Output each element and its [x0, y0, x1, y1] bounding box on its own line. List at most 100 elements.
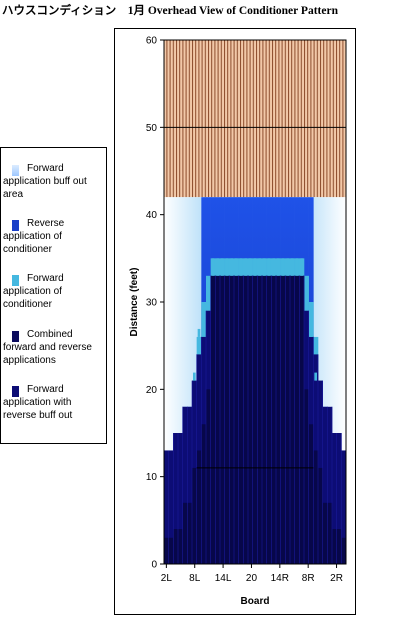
conditioner-end-dot	[235, 258, 238, 276]
combined-bar	[224, 275, 230, 564]
legend-item-forward-reverse-buff: Forward application with reverse buff ou…	[3, 383, 106, 422]
x-tick-label: 8L	[189, 573, 201, 584]
x-axis-label: Board	[241, 596, 270, 607]
combined-bar	[257, 275, 263, 564]
combined-bar	[168, 537, 174, 564]
legend-label-forward-buff: Forward application buff out area	[3, 163, 87, 200]
conditioner-end-dot	[216, 258, 219, 276]
conditioner-end-dot	[249, 258, 252, 276]
legend-item-reverse: Reverse application of conditioner	[3, 217, 106, 256]
y-tick-label: 20	[146, 385, 158, 396]
conditioner-end-dot	[239, 258, 243, 276]
combined-bar	[164, 537, 169, 564]
conditioner-end-dot	[263, 258, 266, 276]
conditioner-end-dot	[211, 258, 215, 276]
combined-bar	[262, 275, 267, 564]
legend-swatch-forward-buff	[11, 164, 20, 177]
forward-conditioner-sliver	[314, 372, 317, 381]
combined-bar	[229, 275, 235, 564]
forward-conditioner-sliver	[309, 328, 313, 337]
conditioner-end-dot	[253, 258, 257, 276]
y-tick-label: 30	[146, 298, 158, 309]
combined-bar	[252, 275, 258, 564]
combined-bar	[341, 537, 347, 564]
combined-bar	[336, 529, 342, 564]
combined-bar	[290, 275, 295, 564]
buffout-bar	[341, 450, 347, 564]
combined-bar	[187, 502, 193, 564]
combined-bar	[206, 389, 211, 564]
legend-label-combined: Combined forward and reverse application…	[3, 329, 92, 366]
buffout-bar	[336, 433, 342, 564]
combined-bar	[299, 275, 305, 564]
combined-bar	[220, 275, 225, 564]
combined-bar	[234, 275, 239, 564]
combined-bar	[192, 467, 197, 564]
chart-title: ハウスコンディション 1月 Overhead View of Condition…	[2, 5, 338, 17]
legend-swatch-combined	[11, 330, 20, 343]
conditioner-end-dot	[286, 258, 289, 276]
combined-bar	[215, 275, 221, 564]
conditioner-end-dot	[225, 258, 229, 276]
conditioner-end-dot	[281, 258, 285, 276]
buffout-bar	[327, 406, 333, 564]
legend-item-combined: Combined forward and reverse application…	[3, 328, 106, 367]
combined-bar	[313, 450, 319, 564]
combined-bar	[271, 275, 277, 564]
buffout-bar	[182, 406, 188, 564]
combined-bar	[318, 467, 323, 564]
buffout-bar	[178, 433, 183, 564]
combined-bar	[304, 389, 309, 564]
x-tick-label: 20	[246, 573, 258, 584]
conditioner-end-dot	[295, 258, 299, 276]
combined-bar	[178, 529, 183, 564]
buffout-bar	[168, 450, 174, 564]
buffout-bar	[187, 406, 193, 564]
buffout-bar	[173, 433, 179, 564]
forward-conditioner-sliver	[197, 328, 201, 337]
combined-bar	[182, 502, 188, 564]
conditioner-end-dot	[221, 258, 224, 276]
chart-legend: Forward application buff out area Revers…	[0, 147, 107, 444]
legend-swatch-forward-reverse-buff	[11, 385, 20, 398]
y-tick-label: 50	[146, 123, 158, 134]
forward-conditioner-sliver	[193, 372, 196, 381]
legend-label-forward-conditioner: Forward application of conditioner	[3, 273, 64, 310]
legend-label-reverse: Reverse application of conditioner	[3, 218, 65, 255]
buffout-bar	[332, 433, 337, 564]
x-tick-label: 14L	[215, 573, 232, 584]
combined-bar	[173, 529, 179, 564]
combined-bar	[294, 275, 300, 564]
combined-bar	[322, 502, 328, 564]
conditioner-end-dot	[244, 258, 247, 276]
combined-bar	[280, 275, 286, 564]
combined-bar	[266, 275, 272, 564]
conditioner-end-dot	[291, 258, 294, 276]
combined-bar	[243, 275, 249, 564]
combined-bar	[210, 275, 216, 564]
combined-bar	[308, 424, 314, 564]
legend-swatch-reverse	[11, 219, 20, 232]
buffout-bar	[322, 406, 328, 564]
y-tick-label: 0	[151, 560, 157, 571]
combined-bar	[276, 275, 281, 564]
conditioner-end-dot	[272, 258, 275, 276]
legend-swatch-forward-conditioner	[11, 274, 20, 287]
pindeck-area	[164, 40, 346, 198]
combined-bar	[201, 424, 207, 564]
combined-bar	[327, 502, 333, 564]
conditioner-end-dot	[300, 258, 303, 276]
y-axis-label: Distance (feet)	[129, 268, 140, 337]
legend-label-forward-reverse-buff: Forward application with reverse buff ou…	[3, 384, 73, 421]
conditioner-end-dot	[277, 258, 280, 276]
combined-bar	[196, 450, 202, 564]
y-tick-label: 10	[146, 472, 158, 483]
conditioner-end-dot	[230, 258, 233, 276]
legend-item-forward-conditioner: Forward application of conditioner	[3, 272, 106, 311]
combined-bar	[248, 275, 253, 564]
x-tick-label: 2L	[161, 573, 173, 584]
buffout-bar	[164, 450, 169, 564]
x-tick-label: 8R	[302, 573, 315, 584]
y-tick-label: 40	[146, 210, 158, 221]
conditioner-end-dot	[267, 258, 271, 276]
